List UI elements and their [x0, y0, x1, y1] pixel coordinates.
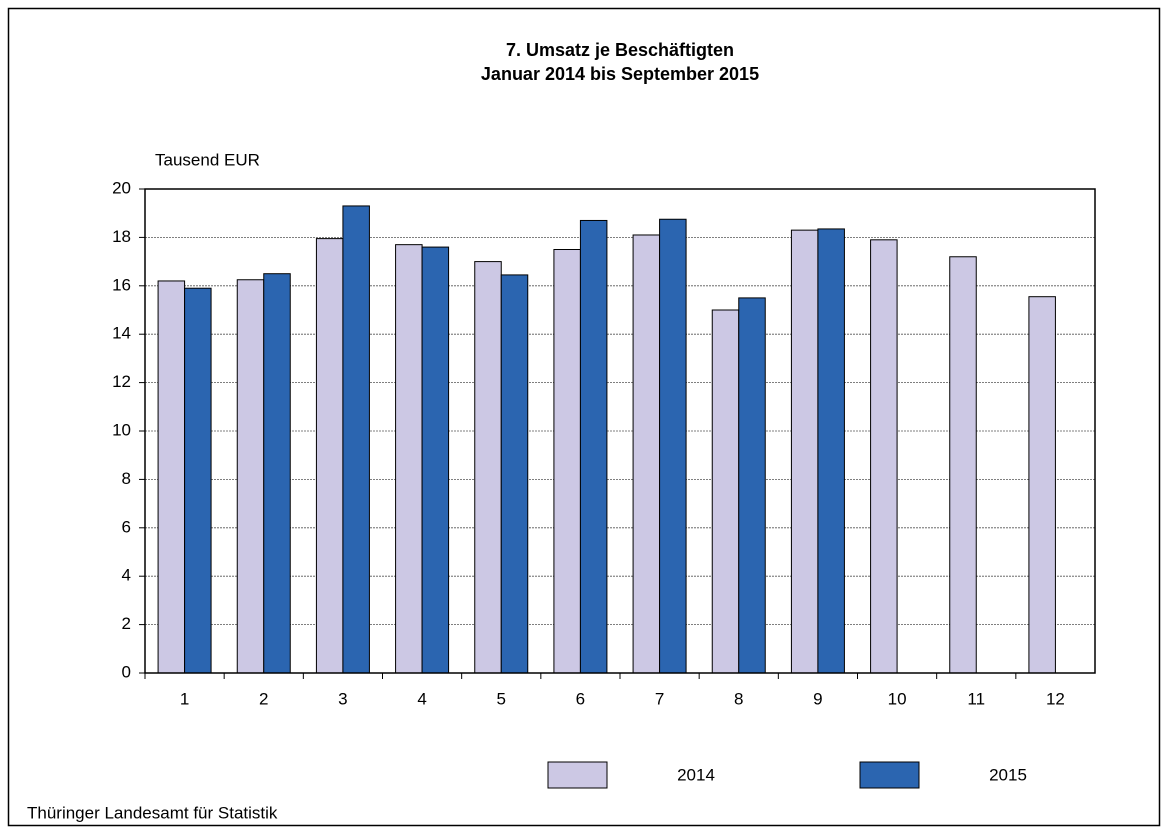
bar: [553, 249, 581, 674]
x-tick-label: 4: [417, 689, 426, 708]
bar: [184, 287, 212, 674]
y-tick-label: 6: [122, 517, 131, 536]
y-tick-label: 2: [122, 614, 131, 633]
bar: [157, 280, 186, 674]
x-tick-label: 7: [655, 689, 664, 708]
y-tick-label: 20: [112, 178, 131, 197]
x-tick-label: 9: [813, 689, 822, 708]
plot-border: [144, 188, 1096, 674]
legend-label: 2015: [989, 765, 1027, 784]
y-axis-label: Tausend EUR: [155, 150, 260, 169]
bar: [236, 279, 265, 674]
bar: [711, 309, 740, 674]
bar: [632, 234, 661, 674]
bar: [421, 246, 450, 674]
x-tick-label: 11: [967, 689, 985, 708]
x-tick-label: 3: [338, 689, 347, 708]
y-tick-label: 8: [122, 469, 131, 488]
bar: [870, 239, 898, 674]
bar: [1028, 296, 1056, 674]
bar: [315, 238, 344, 674]
y-tick-label: 18: [112, 227, 131, 246]
x-tick-label: 8: [734, 689, 743, 708]
bar: [500, 274, 529, 674]
bar: [342, 205, 370, 674]
y-tick-label: 0: [122, 662, 131, 681]
y-tick-label: 12: [112, 372, 131, 391]
legend-swatch: [547, 761, 608, 789]
x-tick-label: 2: [259, 689, 268, 708]
bar: [263, 273, 291, 674]
bar: [817, 228, 845, 674]
bar: [738, 297, 766, 674]
bar: [474, 261, 502, 674]
source: Thüringer Landesamt für Statistik: [27, 803, 278, 822]
y-tick-label: 4: [122, 566, 131, 585]
y-tick-label: 16: [112, 275, 131, 294]
legend-label: 2014: [677, 765, 715, 784]
bar: [395, 244, 423, 674]
x-tick-label: 5: [497, 689, 506, 708]
x-tick-label: 10: [888, 689, 907, 708]
chart-subtitle: Januar 2014 bis September 2015: [481, 64, 759, 84]
y-tick-label: 10: [112, 420, 131, 439]
bar: [949, 256, 977, 674]
x-tick-label: 1: [180, 689, 189, 708]
bar: [579, 219, 608, 674]
bar: [659, 218, 687, 674]
y-tick-label: 14: [112, 324, 131, 343]
x-tick-label: 6: [576, 689, 585, 708]
x-tick-label: 12: [1046, 689, 1065, 708]
chart-title: 7. Umsatz je Beschäftigten: [506, 40, 734, 60]
legend-swatch: [859, 761, 920, 789]
bar: [790, 229, 819, 674]
